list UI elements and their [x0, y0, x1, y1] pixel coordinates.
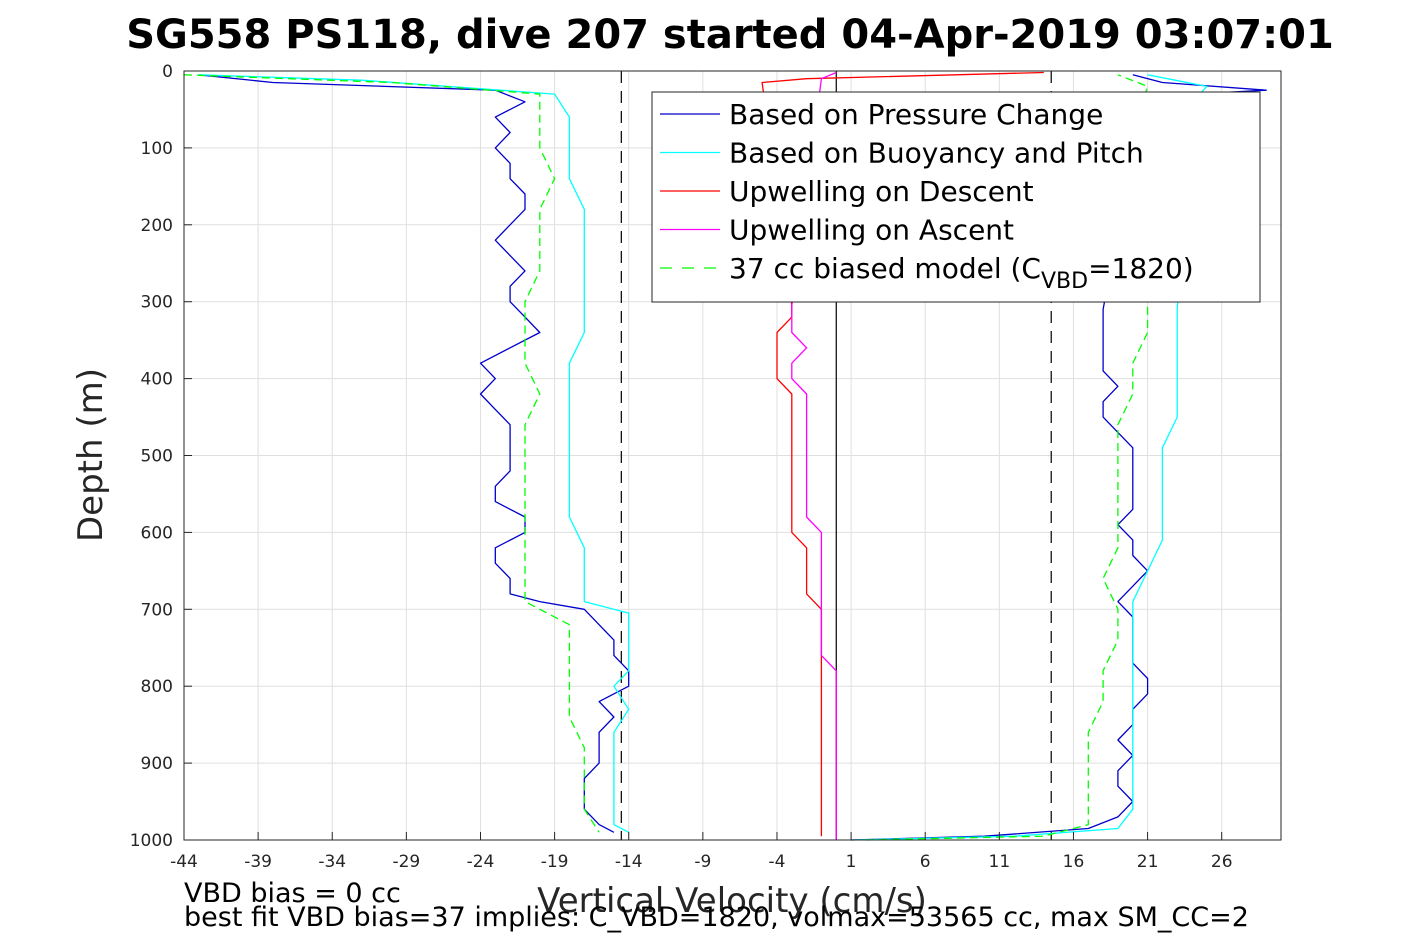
x-tick-label: 6 — [920, 852, 931, 872]
y-tick-label: 500 — [141, 447, 173, 467]
x-tick-label: 11 — [989, 852, 1011, 872]
series-line-3 — [761, 71, 1044, 837]
x-tick-label: 1 — [846, 852, 857, 872]
y-axis-ticks: 0 100 200 300 400 500 600 700 800 900 1000 — [130, 62, 192, 851]
legend-entry-label: Upwelling on Ascent — [729, 214, 1014, 247]
series-line-2 — [198, 74, 630, 833]
legend-entry: Upwelling on Descent — [729, 175, 1034, 208]
x-tick-label: -19 — [541, 852, 569, 872]
x-tick-label: 26 — [1211, 852, 1233, 872]
series-line-2 — [851, 74, 1208, 841]
x-tick-label: -4 — [768, 852, 785, 872]
y-tick-label: 300 — [141, 293, 173, 313]
y-tick-label: 900 — [141, 754, 173, 774]
y-tick-label: 200 — [141, 216, 173, 236]
x-tick-label: -29 — [392, 852, 420, 872]
x-tick-label: -34 — [318, 852, 346, 872]
legend-entry: Upwelling on Ascent — [729, 214, 1014, 247]
legend-entry-subscript: VBD — [1041, 269, 1088, 294]
legend-entry: 37 cc biased model (CVBD=1820) — [729, 252, 1194, 294]
y-axis-label: Depth (m) — [71, 368, 111, 542]
y-tick-label: 800 — [141, 677, 173, 697]
x-tick-label: -14 — [615, 852, 643, 872]
footer-line-2: best fit VBD bias=37 implies: C_VBD=1820… — [184, 902, 1249, 933]
x-tick-label: -9 — [694, 852, 711, 872]
series-line-5 — [865, 74, 1149, 841]
x-tick-label: 21 — [1137, 852, 1159, 872]
legend-entry: Based on Pressure Change — [729, 98, 1103, 131]
x-tick-label: -44 — [170, 852, 198, 872]
y-tick-label: 400 — [141, 370, 173, 390]
legend-entry-label: Based on Pressure Change — [729, 98, 1103, 131]
legend-entry-label: 37 cc biased model (C — [729, 252, 1041, 285]
series-line-1 — [198, 74, 630, 833]
series-layer — [183, 71, 1267, 841]
x-axis-label: Vertical Velocity (cm/s) — [537, 881, 927, 921]
x-tick-label: -39 — [244, 852, 272, 872]
legend-entry-suffix: =1820) — [1088, 252, 1194, 285]
legend-entry-label: Based on Buoyancy and Pitch — [729, 137, 1144, 170]
legend-entry: Based on Buoyancy and Pitch — [729, 137, 1144, 170]
y-tick-label: 0 — [162, 62, 173, 82]
footer-line-1: VBD bias = 0 cc — [184, 878, 401, 909]
legend: Based on Pressure Change Based on Buoyanc… — [651, 91, 1261, 303]
legend-box — [651, 91, 1261, 303]
y-tick-label: 600 — [141, 523, 173, 543]
y-tick-label: 1000 — [130, 831, 173, 851]
chart-title: SG558 PS118, dive 207 started 04-Apr-201… — [126, 12, 1334, 58]
y-tick-label: 100 — [141, 139, 173, 159]
x-axis-ticks: -44 -39 -34 -29 -24 -19 -14 -9 -4 1 6 11 16 21 26 — [170, 832, 1233, 872]
legend-entry-label: Upwelling on Descent — [729, 175, 1034, 208]
x-tick-label: 16 — [1063, 852, 1085, 872]
y-tick-label: 700 — [141, 600, 173, 620]
series-line-4 — [791, 71, 837, 840]
series-line-5 — [183, 74, 600, 833]
x-tick-label: -24 — [467, 852, 495, 872]
